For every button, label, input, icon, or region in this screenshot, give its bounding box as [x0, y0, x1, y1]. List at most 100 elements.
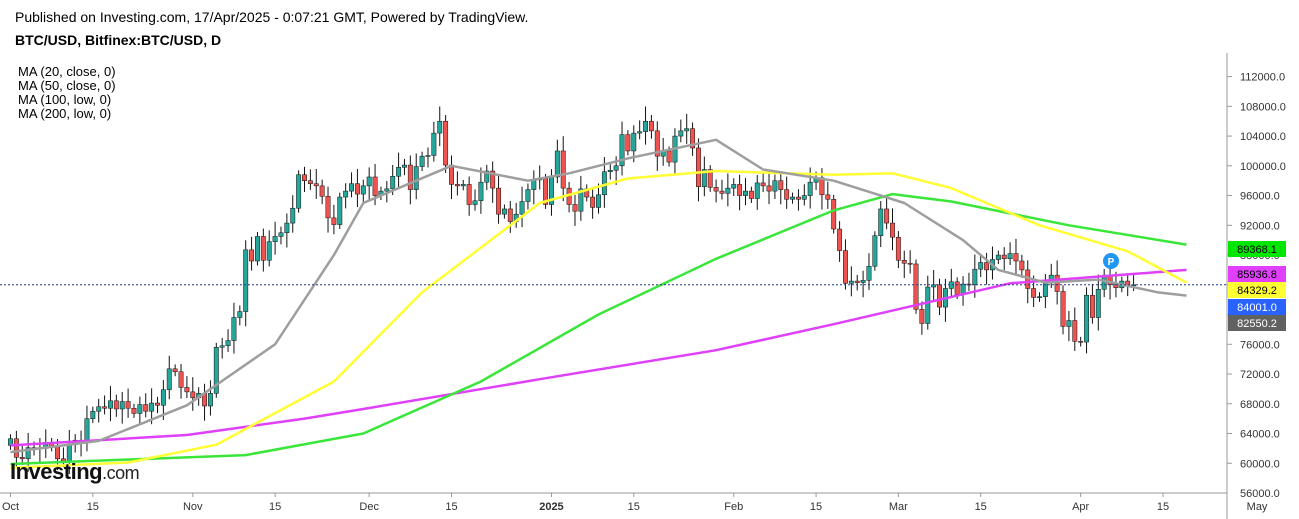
candle-body: [437, 120, 443, 134]
candle-body: [343, 190, 349, 198]
x-tick-label: 15: [87, 501, 99, 513]
ma200-line: [10, 268, 1187, 447]
candle-body: [613, 165, 619, 171]
candle-body: [331, 217, 337, 225]
candle-body: [637, 131, 643, 134]
candle-body: [84, 418, 90, 442]
ma100-line: [10, 192, 1187, 466]
price-label-text: 82550.2: [1237, 318, 1277, 330]
y-tick-label: 108000.0: [1240, 101, 1286, 113]
y-tick-label: 60000.0: [1240, 458, 1280, 470]
candle-body: [213, 347, 219, 394]
candle-body: [319, 185, 325, 197]
y-tick-label: 92000.0: [1240, 220, 1280, 232]
candle-body: [913, 263, 919, 310]
candle-body: [407, 164, 413, 190]
x-tick-label: Dec: [359, 501, 379, 513]
candle-body: [884, 208, 890, 224]
candle-body: [843, 250, 848, 284]
candle-body: [684, 128, 690, 132]
candle-body: [784, 189, 790, 200]
candle-body: [766, 185, 772, 192]
publish-info: Published on Investing.com, 17/Apr/2025 …: [15, 9, 529, 25]
candle-body: [501, 208, 507, 215]
candle-body: [178, 371, 184, 388]
candle-body: [907, 262, 913, 265]
candle-body: [1113, 284, 1119, 289]
candle-body: [137, 404, 143, 414]
y-tick-label: 72000.0: [1240, 369, 1280, 381]
candle-body: [155, 402, 160, 406]
candle-body: [484, 170, 490, 183]
candle-body: [772, 180, 778, 192]
price-label-box: [1228, 299, 1286, 315]
candle-body: [472, 200, 478, 205]
candle-body: [625, 134, 631, 152]
x-tick-label: Mar: [889, 501, 908, 513]
candle-body: [260, 236, 266, 261]
candle-body: [1019, 260, 1025, 271]
candle-body: [454, 184, 460, 187]
candle-body: [519, 201, 525, 215]
candle-body: [607, 170, 613, 173]
x-tick-label: Oct: [2, 501, 19, 513]
candle-body: [113, 400, 119, 410]
candle-body: [619, 134, 625, 167]
candle-body: [419, 155, 425, 167]
candle-body: [184, 387, 190, 393]
candle-body: [801, 195, 807, 200]
price-label-text: 89368.1: [1237, 244, 1277, 256]
x-tick-label: 15: [1157, 501, 1169, 513]
moving-averages: [0, 138, 1227, 469]
legend-ma200[interactable]: MA (200, low, 0): [18, 106, 112, 121]
candle-body: [119, 401, 125, 410]
price-label-box: [1228, 266, 1286, 282]
chart-title: BTC/USD, Bitfinex:BTC/USD, D: [15, 32, 222, 48]
candle-body: [596, 194, 601, 208]
candle-body: [590, 196, 596, 208]
investing-logo: Investing.com: [10, 459, 140, 484]
legend-ma100[interactable]: MA (100, low, 0): [18, 92, 112, 107]
candle-body: [901, 260, 907, 264]
candle-body: [737, 184, 743, 196]
candle-body: [302, 174, 307, 181]
x-tick-label: May: [1247, 501, 1268, 513]
candle-body: [325, 196, 331, 219]
candle-body: [654, 130, 660, 157]
candle-body: [1078, 341, 1084, 343]
candle-body: [925, 286, 931, 324]
y-tick-label: 68000.0: [1240, 399, 1280, 411]
candle-body: [290, 207, 296, 224]
candle-body: [554, 150, 560, 178]
legend-ma50[interactable]: MA (50, close, 0): [18, 78, 116, 93]
candle-body: [337, 196, 343, 225]
candlesticks: [8, 106, 1137, 475]
candle-body: [366, 176, 372, 187]
x-tick-label: Feb: [724, 501, 743, 513]
candle-body: [172, 368, 178, 373]
candle-body: [954, 281, 960, 295]
p-marker[interactable]: P: [1103, 253, 1119, 269]
candle-body: [207, 393, 213, 407]
candle-body: [831, 199, 837, 230]
p-marker-label: P: [1108, 257, 1115, 268]
candle-body: [55, 446, 60, 460]
candle-body: [995, 254, 1001, 260]
legend-ma20[interactable]: MA (20, close, 0): [18, 64, 116, 79]
candle-body: [731, 184, 737, 189]
candle-body: [1042, 281, 1048, 297]
ma20-line: [10, 138, 1187, 454]
y-tick-label: 112000.0: [1240, 72, 1285, 84]
candle-body: [1013, 253, 1019, 262]
price-label-box: [1228, 315, 1286, 331]
y-tick-label: 104000.0: [1240, 131, 1286, 143]
candle-body: [349, 183, 354, 192]
candle-body: [307, 180, 313, 184]
y-tick-label: 100000.0: [1240, 161, 1286, 173]
candle-body: [725, 187, 731, 194]
candle-body: [160, 389, 166, 406]
price-labels: 89368.1 85936.8 84329.2 84001.0 82550.2: [1228, 241, 1286, 331]
candle-body: [837, 228, 843, 251]
price-label-text: 84329.2: [1237, 285, 1277, 297]
